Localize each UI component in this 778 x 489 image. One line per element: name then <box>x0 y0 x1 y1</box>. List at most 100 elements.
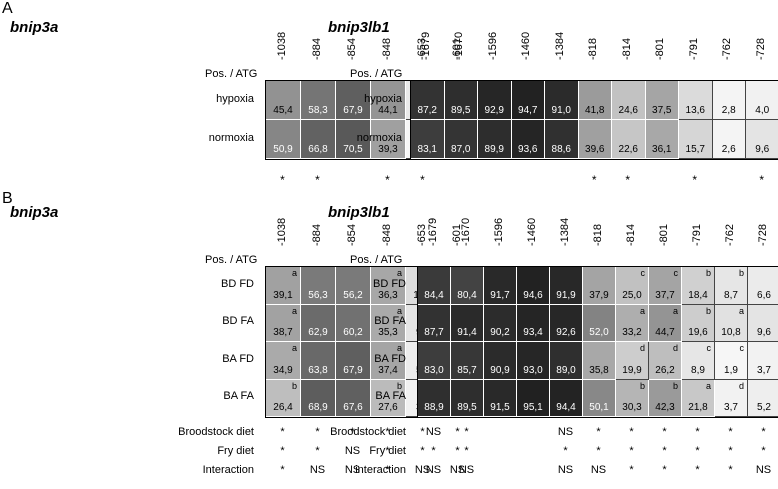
heatmap-cell: 91,7 <box>484 267 517 305</box>
row-label: hypoxia <box>364 92 402 105</box>
significance-letter: b <box>396 380 402 391</box>
cell-value: 35,8 <box>589 364 609 376</box>
stat-label: Interaction <box>202 464 254 476</box>
stat-value: * <box>629 445 634 457</box>
heatmap-cell: 15,7 <box>679 120 713 159</box>
stat-value: * <box>315 445 320 457</box>
heatmap-cell: 37,9 <box>583 267 616 305</box>
cell-value: 94,7 <box>518 105 538 116</box>
cell-value: 9,6 <box>755 144 770 155</box>
cell-value: 44,7 <box>655 327 675 338</box>
cell-value: 89,9 <box>484 144 504 155</box>
significance-letter: c <box>640 268 646 278</box>
cell-value: 83,1 <box>417 144 437 155</box>
heatmap-cell: 66,8 <box>301 120 336 159</box>
cell-value: 58,3 <box>308 105 328 116</box>
cell-value: 62,9 <box>308 327 328 338</box>
stat-value: * <box>695 464 700 476</box>
stat-value: * <box>728 426 733 438</box>
heatmap-cell: 93,0 <box>517 342 550 380</box>
heatmap-cell: 94,7 <box>511 81 545 120</box>
heatmap-cell: 52,0 <box>583 304 616 342</box>
cell-value: 87,7 <box>424 327 444 338</box>
position-header: Pos. / ATG <box>205 254 258 266</box>
gene-name: bnip3lb1 <box>328 19 390 36</box>
cell-value: 34,9 <box>273 364 293 376</box>
significance-letter: d <box>639 343 645 353</box>
cell-value: 90,2 <box>490 327 510 338</box>
stat-label: Fry diet <box>217 445 254 457</box>
cell-value: 95,1 <box>523 402 543 413</box>
heatmap-cell: 50,9 <box>266 120 301 159</box>
cell-value: 27,6 <box>378 402 398 413</box>
heatmap-cell: 42,3 b <box>649 379 682 417</box>
stat-value: * <box>455 426 460 438</box>
heatmap-cell: 89,5 <box>451 379 484 417</box>
stat-value: * <box>420 426 425 438</box>
cell-value: 26,2 <box>655 364 675 376</box>
significance-letter: c <box>739 343 745 353</box>
heatmap-cell: 9,6 <box>748 304 778 342</box>
cell-value: 89,5 <box>451 105 471 116</box>
stat-value: * <box>761 445 766 457</box>
cell-value: 50,1 <box>589 402 609 413</box>
stat-value: NS <box>590 464 607 476</box>
cell-value: 21,8 <box>688 402 708 413</box>
heatmap-cell: 35,8 <box>583 342 616 380</box>
stat-value: * <box>350 426 355 438</box>
significance-star: * <box>315 173 320 187</box>
cell-value: 37,7 <box>655 289 675 301</box>
heatmap-cell: 1,9 c <box>715 342 748 380</box>
position-label: -1038 <box>275 217 288 246</box>
heatmap-cell: 87,2 <box>411 81 445 120</box>
heatmap-cell: 21,8 a <box>682 379 715 417</box>
significance-letter: d <box>672 343 678 353</box>
cell-value: 4,0 <box>755 105 770 116</box>
significance-star: * <box>591 173 597 187</box>
heatmap-cell: 3,7 <box>748 342 778 380</box>
heatmap-cell: 35,3 a <box>371 304 406 342</box>
heatmap-cell: 3,7 d <box>715 379 748 417</box>
position-label: -653 <box>415 223 428 246</box>
cell-value: 15,7 <box>685 144 705 155</box>
cell-value: 30,3 <box>622 402 642 413</box>
heatmap-cell: 68,9 <box>301 379 336 417</box>
significance-letter: a <box>291 268 297 278</box>
cell-value: 94,6 <box>523 289 543 301</box>
stat-value: * <box>431 445 436 457</box>
heatmap-cell: 67,6 <box>336 379 371 417</box>
stat-value: * <box>695 426 700 438</box>
stat-value: * <box>280 464 285 476</box>
position-label: -1670 <box>453 31 466 60</box>
heatmap-cell: 93,6 <box>511 120 545 159</box>
position-label: -762 <box>721 37 734 60</box>
stat-value: * <box>385 464 390 476</box>
cell-value: 2,8 <box>721 105 736 116</box>
row-label: BA FA <box>375 390 406 403</box>
cell-value: 50,9 <box>273 144 293 155</box>
stat-value: * <box>629 464 634 476</box>
stat-value: * <box>662 464 667 476</box>
significance-letter: a <box>396 343 402 353</box>
cell-value: 91,5 <box>490 402 510 413</box>
position-label: -1596 <box>486 31 499 60</box>
heatmap-cell: 67,9 <box>336 342 371 380</box>
heatmap-cell: 8,7 b <box>715 267 748 305</box>
heatmap-cell: 87,0 <box>444 120 478 159</box>
heatmap-cell: 25,0 c <box>616 267 649 305</box>
significance-star: * <box>625 173 631 187</box>
significance-letter: a <box>396 268 402 278</box>
stat-label: Fry diet <box>369 445 406 457</box>
heatmap-cell: 83,0 <box>418 342 451 380</box>
cell-value: 56,2 <box>343 289 363 301</box>
heatmap-cell: 58,3 <box>301 81 336 120</box>
heatmap-cell: 91,4 <box>451 304 484 342</box>
cell-value: 67,6 <box>343 402 363 413</box>
position-label: -762 <box>723 223 736 246</box>
cell-value: 93,0 <box>523 364 543 376</box>
heatmap-cell: 95,1 <box>517 379 550 417</box>
stat-value: NS <box>344 445 361 457</box>
cell-value: 41,8 <box>585 105 605 116</box>
position-label: -1460 <box>520 31 533 60</box>
position-label: -1679 <box>419 31 432 60</box>
